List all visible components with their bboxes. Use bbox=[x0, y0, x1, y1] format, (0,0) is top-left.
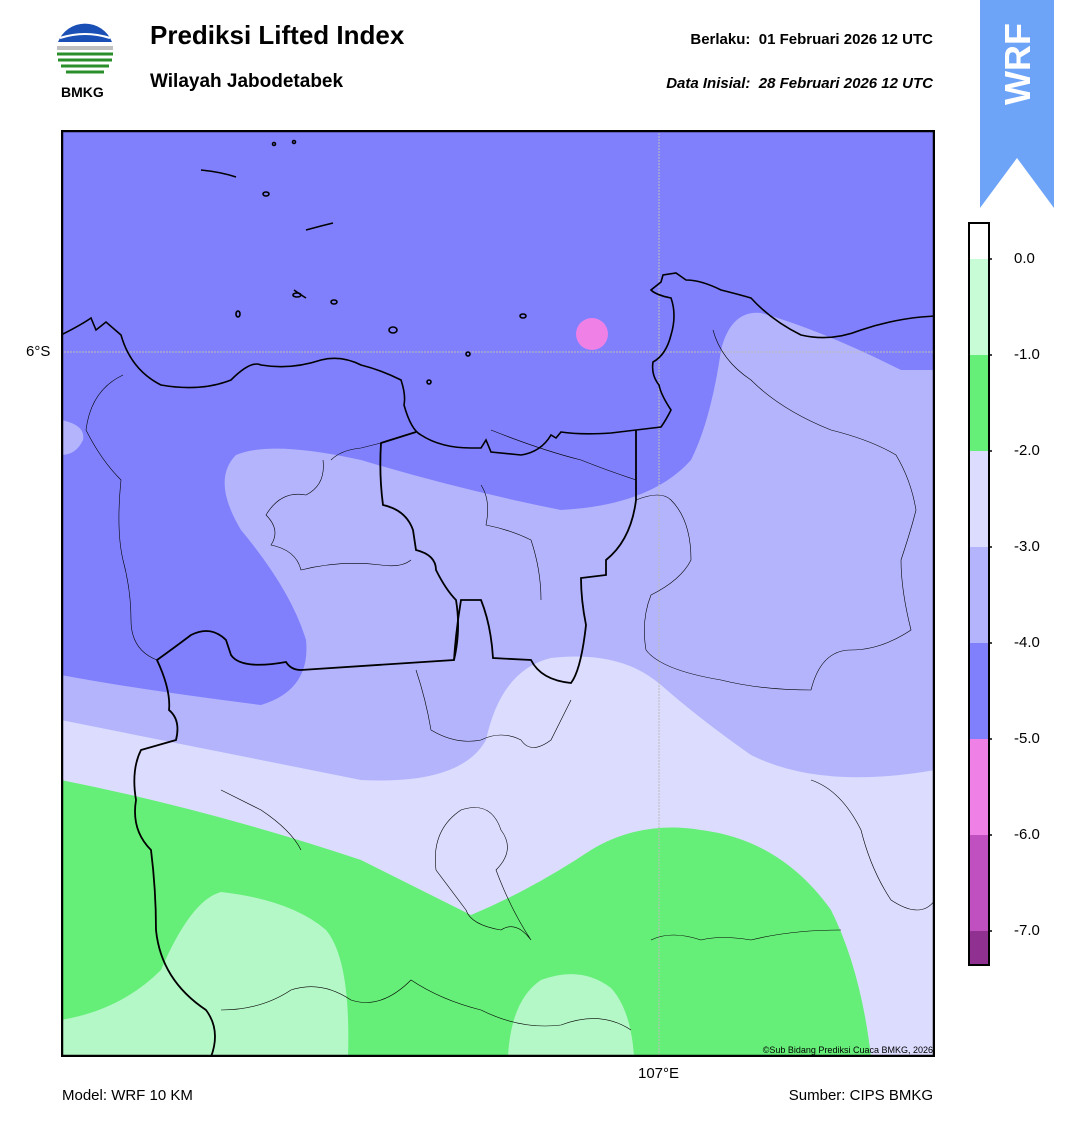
lifted-index-map: ©Sub Bidang Prediksi Cuaca BMKG, 2026 bbox=[61, 130, 935, 1057]
zone-li-0-1-west bbox=[61, 892, 349, 1057]
zone-li-0-1-south bbox=[508, 974, 634, 1057]
wrf-badge: WRF bbox=[979, 0, 1055, 210]
init-value: 28 Februari 2026 12 UTC bbox=[758, 75, 933, 92]
province-boundary-2 bbox=[453, 430, 637, 684]
colorbar-tick-1: -1.0 bbox=[1014, 346, 1040, 363]
init-label: Data Inisial: bbox=[666, 75, 751, 92]
colorbar-tick-6: -6.0 bbox=[1014, 826, 1040, 843]
valid-value: 01 Februari 2026 12 UTC bbox=[758, 31, 933, 48]
colorbar bbox=[968, 222, 994, 967]
islands bbox=[200, 139, 527, 385]
province-boundary bbox=[133, 431, 459, 1057]
colorbar-tick-2: -2.0 bbox=[1014, 442, 1040, 459]
zone-li-minus3-4-west-edge bbox=[61, 420, 84, 455]
valid-time: Berlaku: 01 Februari 2026 12 UTC bbox=[690, 31, 933, 48]
colorbar-tick-7: -7.0 bbox=[1014, 922, 1040, 939]
wrf-badge-label: WRF bbox=[997, 23, 1038, 105]
init-time: Data Inisial: 28 Februari 2026 12 UTC bbox=[666, 75, 933, 92]
logo-text: BMKG bbox=[61, 84, 104, 100]
colorbar-tick-0: 0.0 bbox=[1014, 250, 1035, 267]
valid-label: Berlaku: bbox=[690, 31, 751, 48]
regency-boundaries bbox=[85, 329, 935, 1031]
colorbar-tick-3: -3.0 bbox=[1014, 538, 1040, 555]
longitude-label: 107°E bbox=[638, 1065, 680, 1082]
copyright-label: ©Sub Bidang Prediksi Cuaca BMKG, 2026 bbox=[762, 1045, 933, 1055]
chart-subtitle: Wilayah Jabodetabek bbox=[150, 71, 344, 92]
source-label: Sumber: CIPS BMKG bbox=[788, 1087, 933, 1104]
latitude-label: 6°S bbox=[26, 343, 51, 360]
chart-title: Prediksi Lifted Index bbox=[150, 20, 405, 50]
colorbar-tick-4: -4.0 bbox=[1014, 634, 1040, 651]
colorbar-tick-5: -5.0 bbox=[1014, 730, 1040, 747]
model-label: Model: WRF 10 KM bbox=[62, 1087, 193, 1104]
bmkg-logo: BMKG bbox=[52, 20, 118, 102]
coastline bbox=[61, 272, 935, 456]
zone-li-minus5-6 bbox=[576, 318, 608, 350]
